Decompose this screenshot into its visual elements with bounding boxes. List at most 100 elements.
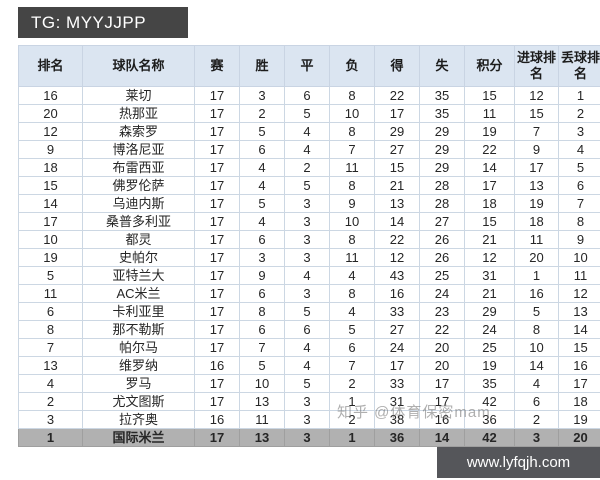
table-cell: 27 — [374, 140, 420, 159]
table-cell: 4 — [329, 266, 375, 285]
table-cell: 31 — [374, 392, 420, 411]
table-cell: 11 — [464, 104, 515, 123]
table-cell: 15 — [464, 86, 515, 105]
table-cell: 5 — [284, 302, 330, 321]
table-cell: 10 — [558, 248, 600, 267]
table-cell: 17 — [194, 230, 240, 249]
table-cell: 4 — [284, 122, 330, 141]
table-cell: 8 — [329, 230, 375, 249]
table-row: 12 森索罗 17 5 4 8 29 29 19 7 3 — [18, 122, 600, 141]
telegram-handle-badge: TG: MYYJJPP — [18, 7, 189, 38]
table-cell: 6 — [514, 392, 559, 411]
table-cell: 10 — [514, 338, 559, 357]
table-cell: 17 — [419, 374, 465, 393]
table-cell: 33 — [374, 374, 420, 393]
table-cell: 23 — [419, 302, 465, 321]
table-cell: 42 — [464, 428, 515, 447]
table-cell: 6 — [239, 284, 285, 303]
team-name-cell: 那不勒斯 — [82, 320, 195, 339]
table-cell: 35 — [464, 374, 515, 393]
table-cell: 27 — [374, 320, 420, 339]
table-cell: 10 — [329, 212, 375, 231]
table-cell: 1 — [329, 428, 375, 447]
table-cell: 31 — [464, 266, 515, 285]
table-cell: 5 — [558, 158, 600, 177]
table-cell: 16 — [514, 284, 559, 303]
table-cell: 4 — [239, 176, 285, 195]
team-name-cell: 都灵 — [82, 230, 195, 249]
table-cell: 33 — [374, 302, 420, 321]
table-cell: 17 — [194, 320, 240, 339]
table-row: 3 拉齐奥 16 11 3 2 38 16 36 2 19 — [18, 410, 600, 429]
table-cell: 14 — [374, 212, 420, 231]
table-cell: 2 — [514, 410, 559, 429]
table-row: 2 尤文图斯 17 13 3 1 31 17 42 6 18 — [18, 392, 600, 411]
table-row: 7 帕尔马 17 7 4 6 24 20 25 10 15 — [18, 338, 600, 357]
table-cell: 2 — [284, 158, 330, 177]
table-cell: 10 — [329, 104, 375, 123]
table-cell: 2 — [18, 392, 83, 411]
table-cell: 4 — [284, 266, 330, 285]
table-cell: 6 — [329, 338, 375, 357]
column-header-6: 得 — [374, 45, 420, 87]
table-cell: 38 — [374, 410, 420, 429]
table-cell: 17 — [194, 284, 240, 303]
table-cell: 6 — [18, 302, 83, 321]
table-cell: 11 — [329, 158, 375, 177]
table-cell: 3 — [284, 212, 330, 231]
table-cell: 16 — [194, 356, 240, 375]
table-cell: 3 — [284, 392, 330, 411]
table-cell: 16 — [419, 410, 465, 429]
team-name-cell: 罗马 — [82, 374, 195, 393]
table-cell: 5 — [284, 176, 330, 195]
table-cell: 20 — [558, 428, 600, 447]
table-cell: 16 — [558, 356, 600, 375]
table-cell: 11 — [514, 230, 559, 249]
table-cell: 11 — [239, 410, 285, 429]
table-cell: 3 — [284, 410, 330, 429]
table-cell: 12 — [514, 86, 559, 105]
table-cell: 36 — [464, 410, 515, 429]
table-cell: 4 — [284, 140, 330, 159]
table-cell: 12 — [374, 248, 420, 267]
table-cell: 17 — [194, 428, 240, 447]
team-name-cell: 卡利亚里 — [82, 302, 195, 321]
table-cell: 1 — [558, 86, 600, 105]
table-cell: 5 — [239, 356, 285, 375]
table-cell: 29 — [374, 122, 420, 141]
table-row: 8 那不勒斯 17 6 6 5 27 22 24 8 14 — [18, 320, 600, 339]
table-cell: 7 — [514, 122, 559, 141]
column-header-9: 进球排名 — [514, 45, 559, 87]
table-cell: 7 — [329, 140, 375, 159]
table-cell: 17 — [194, 104, 240, 123]
table-cell: 20 — [18, 104, 83, 123]
team-name-cell: 亚特兰大 — [82, 266, 195, 285]
table-cell: 14 — [464, 158, 515, 177]
table-cell: 1 — [514, 266, 559, 285]
table-cell: 24 — [464, 320, 515, 339]
table-cell: 8 — [239, 302, 285, 321]
table-cell: 15 — [514, 104, 559, 123]
table-row: 13 维罗纳 16 5 4 7 17 20 19 14 16 — [18, 356, 600, 375]
table-cell: 2 — [558, 104, 600, 123]
table-cell: 21 — [464, 230, 515, 249]
table-cell: 17 — [18, 212, 83, 231]
table-cell: 21 — [464, 284, 515, 303]
column-header-1: 球队名称 — [82, 45, 195, 87]
table-cell: 4 — [329, 302, 375, 321]
column-header-10: 丢球排名 — [558, 45, 600, 87]
table-cell: 19 — [558, 410, 600, 429]
table-cell: 26 — [419, 230, 465, 249]
team-name-cell: 国际米兰 — [82, 428, 195, 447]
table-cell: 8 — [558, 212, 600, 231]
table-cell: 17 — [514, 158, 559, 177]
table-cell: 12 — [464, 248, 515, 267]
table-cell: 3 — [239, 86, 285, 105]
table-row: 6 卡利亚里 17 8 5 4 33 23 29 5 13 — [18, 302, 600, 321]
table-cell: 22 — [374, 230, 420, 249]
team-name-cell: 桑普多利亚 — [82, 212, 195, 231]
table-cell: 17 — [194, 266, 240, 285]
table-cell: 6 — [284, 86, 330, 105]
team-name-cell: 拉齐奥 — [82, 410, 195, 429]
